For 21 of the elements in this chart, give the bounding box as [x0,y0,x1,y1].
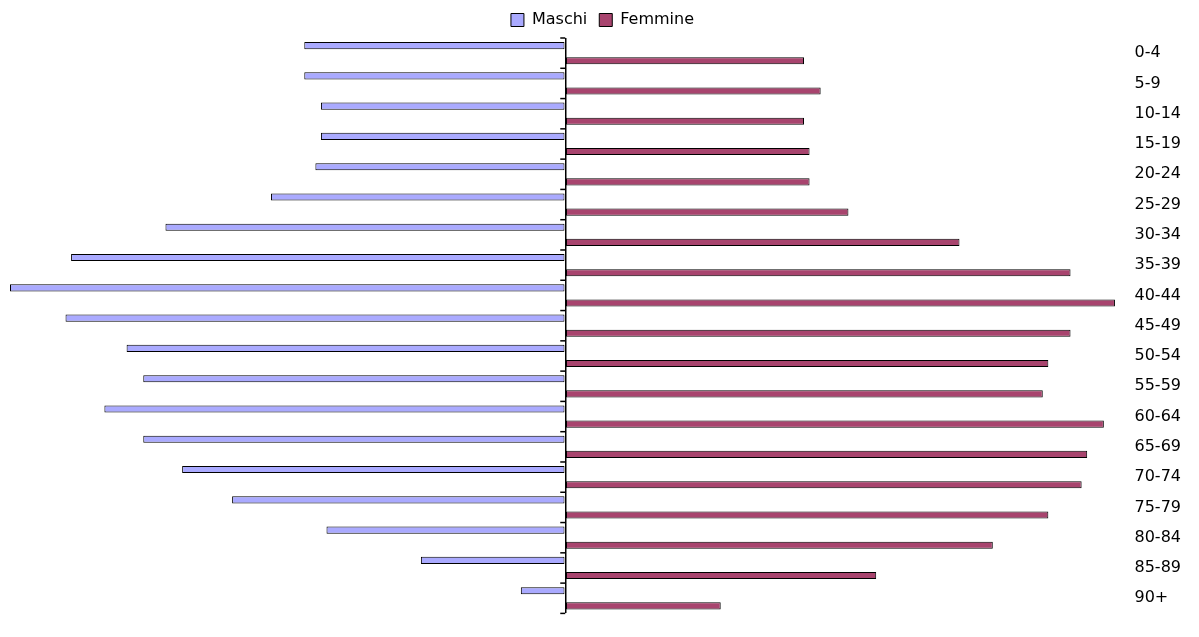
y-tick-label: 50-54 [1134,345,1182,365]
y-tick-label: 90+ [1134,587,1169,607]
y-tick-label: 65-69 [1134,435,1182,455]
y-tick-label: 15-19 [1134,133,1182,153]
legend-label: Femmine [620,9,695,29]
y-tick-label: 0-4 [1134,42,1161,62]
y-tick-label: 20-24 [1134,163,1182,183]
y-tick-label: 70-74 [1134,466,1182,486]
legend-label: Maschi [531,9,588,29]
y-tick-label: 60-64 [1134,405,1182,425]
y-tick-label: 55-59 [1134,375,1182,395]
y-tick-label: 35-39 [1134,254,1182,274]
y-tick-label: 80-84 [1134,526,1182,546]
y-tick-label: 25-29 [1134,193,1182,213]
y-tick-label: 30-34 [1134,224,1182,243]
y-tick-label: 5-9 [1134,72,1161,92]
y-tick-label: 40-44 [1134,284,1182,304]
y-tick-label: 45-49 [1134,314,1182,334]
y-tick-label: 85-89 [1134,557,1182,577]
y-tick-label: 75-79 [1134,496,1182,516]
y-tick-label: 10-14 [1134,102,1182,122]
